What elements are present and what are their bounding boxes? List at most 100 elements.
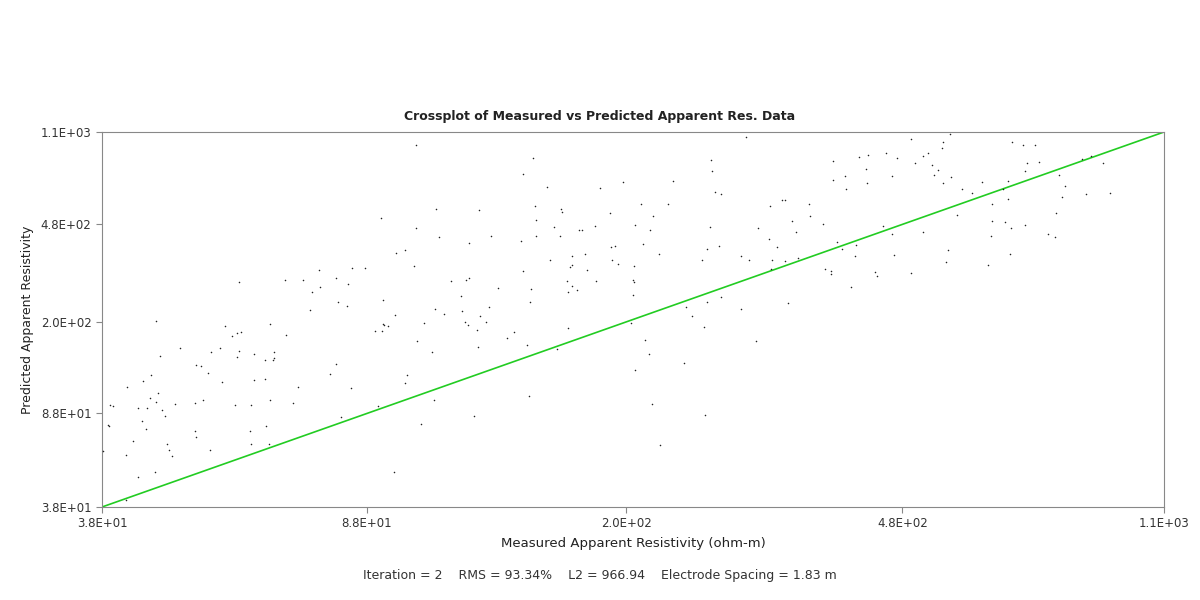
Point (746, 337, 766, 346)
Text: Third-Party Cables: Third-Party Cables (484, 40, 716, 60)
Point (929, 165, 948, 175)
Point (163, 451, 182, 461)
Point (458, 320, 478, 330)
Point (460, 238, 479, 248)
Point (408, 336, 427, 346)
Point (845, 251, 864, 261)
Point (816, 264, 835, 274)
Point (788, 253, 808, 263)
Point (288, 382, 307, 391)
Point (936, 257, 955, 267)
Point (695, 410, 714, 420)
Point (547, 344, 566, 354)
Point (1100, 188, 1120, 198)
Point (254, 374, 274, 383)
Point (1073, 155, 1092, 164)
Point (995, 217, 1014, 227)
Point (674, 358, 694, 368)
Point (1045, 233, 1064, 242)
Point (941, 172, 960, 182)
Point (468, 342, 487, 352)
Point (823, 175, 842, 185)
Point (586, 221, 605, 230)
Point (222, 331, 241, 341)
Point (396, 245, 415, 254)
Point (709, 242, 728, 251)
Point (170, 343, 190, 353)
Point (155, 411, 174, 421)
Point (152, 405, 172, 415)
Point (264, 353, 283, 362)
Point (373, 326, 392, 335)
Point (731, 251, 750, 261)
Point (558, 287, 577, 297)
Point (768, 242, 787, 252)
Point (192, 361, 211, 370)
Point (1056, 181, 1075, 191)
Point (662, 176, 682, 186)
Point (212, 377, 232, 387)
Point (338, 301, 358, 311)
Point (149, 388, 168, 398)
Point (624, 262, 643, 271)
Point (551, 231, 570, 241)
Point (456, 275, 475, 285)
Point (94, 446, 113, 455)
Point (601, 242, 620, 251)
Point (116, 495, 136, 505)
Point (821, 266, 840, 276)
Text: Iteration = 2    RMS = 93.34%    L2 = 966.94    Electrode Spacing = 1.83 m: Iteration = 2 RMS = 93.34% L2 = 966.94 E… (364, 569, 836, 583)
Point (514, 169, 533, 178)
Point (138, 403, 157, 413)
Point (913, 151, 932, 161)
Point (256, 356, 275, 365)
Point (600, 208, 619, 218)
Point (365, 326, 384, 336)
Point (692, 256, 712, 265)
Point (772, 196, 791, 205)
Point (625, 365, 644, 375)
Point (812, 219, 832, 229)
Point (146, 467, 166, 476)
Point (210, 343, 229, 352)
Point (338, 280, 358, 289)
Point (552, 204, 571, 214)
Point (260, 395, 280, 405)
Point (228, 329, 247, 338)
Point (395, 378, 414, 388)
Point (464, 411, 484, 421)
Point (521, 298, 540, 307)
Point (200, 445, 220, 455)
Point (442, 277, 461, 286)
Point (300, 305, 319, 314)
Point (522, 284, 541, 294)
Point (186, 433, 205, 442)
Point (775, 256, 794, 266)
Point (782, 217, 802, 226)
Point (227, 352, 246, 362)
Point (368, 401, 388, 411)
Point (526, 202, 545, 211)
Point (913, 227, 932, 237)
Point (326, 359, 346, 368)
Point (623, 290, 642, 299)
Point (865, 267, 884, 277)
Point (215, 321, 234, 331)
Point (922, 160, 941, 170)
Point (799, 199, 818, 209)
Point (523, 153, 542, 163)
Point (386, 248, 406, 258)
Point (712, 189, 731, 199)
Point (514, 266, 533, 276)
Point (137, 424, 156, 434)
Point (570, 225, 589, 235)
Point (406, 223, 425, 233)
Point (560, 262, 580, 271)
Point (497, 333, 516, 343)
Point (586, 276, 605, 286)
Point (650, 440, 670, 450)
Point (460, 273, 479, 283)
Point (242, 439, 262, 449)
Point (856, 164, 875, 173)
Point (700, 222, 719, 232)
